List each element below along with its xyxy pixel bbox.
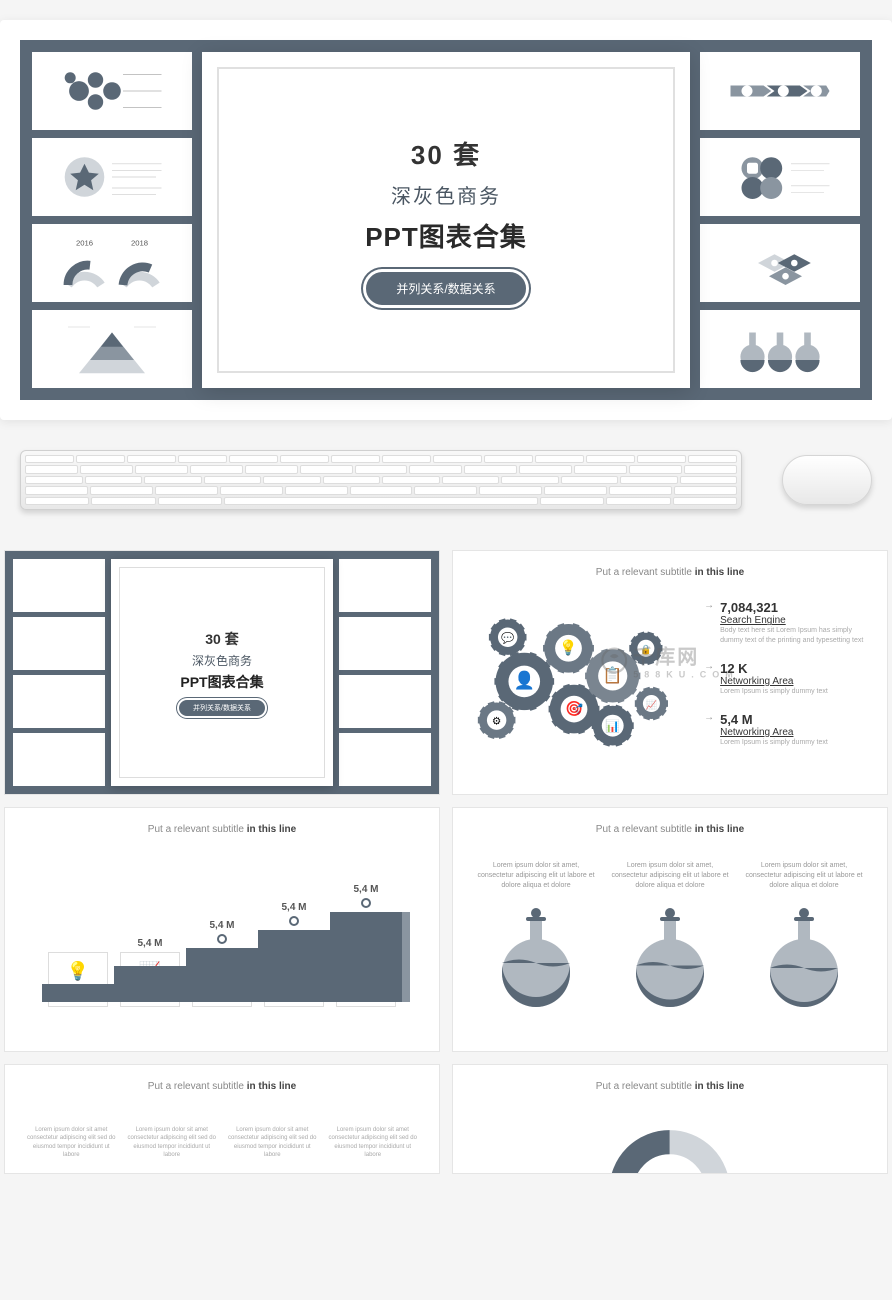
thumb-arrows bbox=[700, 52, 860, 130]
svg-text:⚙: ⚙ bbox=[492, 716, 502, 728]
svg-text:📈: 📈 bbox=[646, 699, 658, 711]
flask: Lorem ipsum dolor sit amet, consectetur … bbox=[610, 861, 731, 1017]
gear-stat: 7,084,321Search EngineBody text here sit… bbox=[710, 600, 871, 644]
gear-stat: 5,4 MNetworking AreaLorem Ipsum is simpl… bbox=[710, 712, 871, 747]
svg-text:💬: 💬 bbox=[501, 632, 514, 645]
slide-stairs: Put a relevant subtitle in this line 5,4… bbox=[4, 807, 440, 1052]
slide-cover-mini: 30 套 深灰色商务 PPT图表合集 并列关系/数据关系 bbox=[4, 550, 440, 795]
slides-grid: 30 套 深灰色商务 PPT图表合集 并列关系/数据关系 Put a relev… bbox=[0, 550, 892, 1174]
stair-step: 5,4 M ✂FinalLorem ipsum bbox=[330, 884, 402, 1007]
thumb-diamonds bbox=[700, 224, 860, 302]
svg-text:🔒: 🔒 bbox=[640, 645, 652, 656]
stair-step: 5,4 M 💡BottomLorem ipsum bbox=[42, 956, 114, 1007]
title-card: 30 套 深灰色商务 PPT图表合集 并列关系/数据关系 bbox=[202, 52, 690, 388]
hero-grid: 2016 2018 30 套 深灰色商务 PPT图表合集 并列关系/数据关系 bbox=[20, 40, 872, 400]
slide-header: Put a relevant subtitle in this line bbox=[469, 824, 871, 835]
mini-pill: 并列关系/数据关系 bbox=[179, 700, 265, 716]
mini-sub1: 深灰色商务 bbox=[192, 652, 252, 669]
hero-presentation: 2016 2018 30 套 深灰色商务 PPT图表合集 并列关系/数据关系 bbox=[0, 20, 892, 420]
thumb-triangle bbox=[32, 310, 192, 388]
svg-text:💡: 💡 bbox=[559, 639, 577, 657]
thumb-circles bbox=[700, 138, 860, 216]
slide-columns-b: Put a relevant subtitle in this line bbox=[452, 1064, 888, 1174]
mini-number: 30 套 bbox=[205, 629, 238, 649]
stair-step: 5,4 M 🎚CenterLorem ipsum bbox=[186, 920, 258, 1007]
flask: Lorem ipsum dolor sit amet, consectetur … bbox=[476, 861, 597, 1017]
mini-sub2: PPT图表合集 bbox=[180, 672, 263, 692]
svg-text:📋: 📋 bbox=[603, 666, 623, 685]
flask: Lorem ipsum dolor sit amet, consectetur … bbox=[744, 861, 865, 1017]
slide-flasks: Put a relevant subtitle in this line Lor… bbox=[452, 807, 888, 1052]
title-sub1: 深灰色商务 bbox=[391, 180, 501, 209]
svg-text:🎯: 🎯 bbox=[565, 701, 583, 718]
mouse-image bbox=[782, 455, 872, 505]
flasks-row: Lorem ipsum dolor sit amet, consectetur … bbox=[469, 849, 871, 1018]
thumb-gears bbox=[32, 52, 192, 130]
svg-text:👤: 👤 bbox=[514, 670, 535, 690]
thumb-flasks bbox=[700, 310, 860, 388]
svg-text:2016: 2016 bbox=[76, 238, 93, 247]
left-thumbnails: 2016 2018 bbox=[32, 52, 192, 388]
title-sub2: PPT图表合集 bbox=[365, 217, 527, 254]
gear-stat: 12 KNetworking AreaLorem Ipsum is simply… bbox=[710, 661, 871, 696]
right-thumbnails bbox=[700, 52, 860, 388]
title-number: 30 套 bbox=[411, 135, 481, 172]
slide-header: Put a relevant subtitle in this line bbox=[469, 1081, 871, 1092]
keyboard-image bbox=[20, 450, 742, 510]
thumb-arcs: 2016 2018 bbox=[32, 224, 192, 302]
stair-step: 5,4 M 💡UpperLorem ipsum bbox=[258, 902, 330, 1007]
thumb-star bbox=[32, 138, 192, 216]
gears-stats: 7,084,321Search EngineBody text here sit… bbox=[710, 600, 871, 762]
slide-gears: Put a relevant subtitle in this line 千库网… bbox=[452, 550, 888, 795]
slide-columns-a: Put a relevant subtitle in this line Lor… bbox=[4, 1064, 440, 1174]
stair-step: 5,4 M 📈MiddleLorem ipsum bbox=[114, 938, 186, 1007]
slide-header: Put a relevant subtitle in this line bbox=[21, 1081, 423, 1092]
peripherals-row bbox=[0, 450, 892, 510]
slide-header: Put a relevant subtitle in this line bbox=[469, 567, 871, 578]
svg-text:2018: 2018 bbox=[131, 238, 148, 247]
gears-diagram: 👤 💡 🎯 📋 💬 ⚙ 📊 🔒 📈 bbox=[469, 593, 690, 770]
slide-header: Put a relevant subtitle in this line bbox=[21, 824, 423, 835]
svg-text:📊: 📊 bbox=[605, 719, 620, 733]
stairs-chart: 5,4 M 💡BottomLorem ipsum 5,4 M 📈MiddleLo… bbox=[21, 849, 423, 1007]
title-pill: 并列关系/数据关系 bbox=[366, 272, 525, 305]
